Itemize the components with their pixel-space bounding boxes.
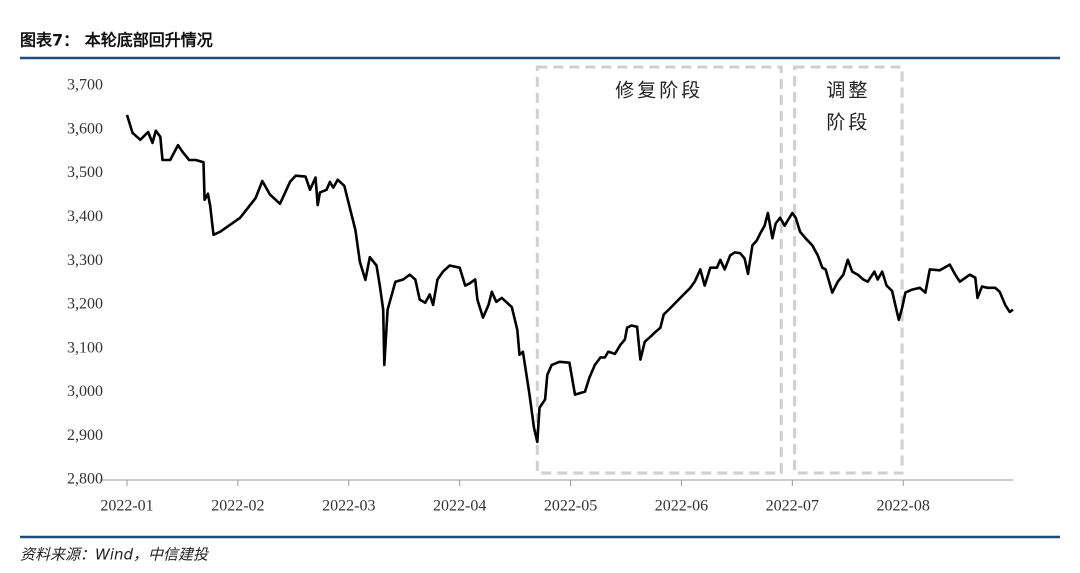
- index-line: [125, 114, 1014, 444]
- source-note: 资料来源：Wind，中信建投: [20, 546, 210, 564]
- x-tick-label: 2022-05: [544, 498, 597, 515]
- y-tick-label: 3,100: [67, 339, 103, 356]
- chart-title: 图表7： 本轮底部回升情况: [20, 31, 213, 50]
- y-tick-label: 3,600: [67, 120, 103, 137]
- y-tick-label: 3,200: [67, 296, 103, 313]
- x-tick-label: 2022-08: [877, 498, 930, 515]
- y-tick-label: 3,700: [67, 77, 103, 94]
- y-tick-label: 3,500: [67, 164, 103, 181]
- phase-box: [535, 65, 783, 475]
- phase-label: 调整: [826, 79, 870, 101]
- y-tick-label: 3,400: [67, 208, 103, 225]
- x-tick-label: 2022-01: [100, 498, 153, 515]
- x-tick-label: 2022-03: [322, 498, 375, 515]
- x-tick-label: 2022-04: [433, 498, 486, 515]
- phase-label: 修复阶段: [615, 79, 703, 101]
- phase-box: [793, 65, 904, 475]
- y-tick-label: 3,000: [67, 383, 103, 400]
- y-tick-label: 2,800: [67, 471, 103, 488]
- y-tick-label: 3,300: [67, 252, 103, 269]
- y-tick-label: 2,900: [67, 427, 103, 444]
- phase-label: 阶段: [826, 111, 870, 133]
- x-tick-label: 2022-02: [211, 498, 264, 515]
- x-tick-label: 2022-07: [766, 498, 819, 515]
- x-tick-label: 2022-06: [655, 498, 708, 515]
